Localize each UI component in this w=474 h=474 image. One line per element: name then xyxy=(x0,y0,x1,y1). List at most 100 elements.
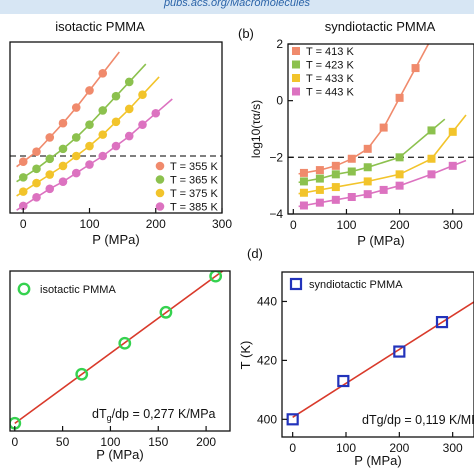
data-point xyxy=(45,133,55,142)
annotation-text: dTg/dp = 0,119 K/MPa xyxy=(362,413,474,427)
data-point xyxy=(331,170,340,179)
legend-marker xyxy=(292,60,300,69)
data-point xyxy=(138,90,147,100)
plot-frame-0 xyxy=(9,41,223,214)
x-tick-label: 300 xyxy=(212,217,232,231)
data-point xyxy=(379,185,388,194)
data-point xyxy=(331,195,340,204)
x-tick-label: 0 xyxy=(289,441,296,455)
data-point xyxy=(45,170,55,179)
data-point xyxy=(448,161,457,170)
journal-url: pubs.acs.org/Macromolecules xyxy=(163,0,311,9)
data-point xyxy=(58,177,68,186)
data-point xyxy=(395,153,404,162)
data-point xyxy=(159,305,173,319)
data-point xyxy=(32,164,41,174)
panel-label: (b) xyxy=(238,26,254,41)
y-axis-label: log10(τα/s) xyxy=(249,100,263,158)
data-point xyxy=(18,201,28,211)
y-tick-label: 2 xyxy=(276,37,283,51)
data-point xyxy=(411,64,420,73)
x-tick-label: 0 xyxy=(290,218,297,232)
data-point xyxy=(331,161,340,170)
x-tick-label: 200 xyxy=(196,435,216,449)
data-point xyxy=(58,144,68,154)
data-point xyxy=(98,151,108,161)
data-point xyxy=(363,163,372,172)
data-point xyxy=(347,193,356,201)
y-tick-label: 440 xyxy=(257,294,277,308)
legend-marker xyxy=(155,202,165,211)
x-tick-label: 150 xyxy=(148,435,168,449)
data-point xyxy=(379,123,388,132)
fit-line xyxy=(14,271,225,425)
data-point xyxy=(75,367,89,381)
data-point xyxy=(58,118,68,128)
data-point xyxy=(98,69,108,78)
x-axis-label: P (MPa) xyxy=(357,233,404,248)
legend-label: isotactic PMMA xyxy=(40,284,116,296)
data-point xyxy=(111,117,121,127)
data-point xyxy=(435,315,449,329)
plot-frame-1 xyxy=(287,43,474,215)
data-point xyxy=(363,190,372,199)
data-point xyxy=(299,177,308,186)
legend-label: T = 413 K xyxy=(306,46,354,58)
plot-frame-2 xyxy=(9,270,231,432)
data-point xyxy=(286,413,299,426)
x-axis-label: P (MPa) xyxy=(92,232,139,247)
data-point xyxy=(18,173,28,182)
series-line xyxy=(16,98,173,211)
data-point xyxy=(124,131,134,141)
data-point xyxy=(71,151,81,161)
legend-label: T = 365 K xyxy=(170,175,218,187)
data-point xyxy=(315,185,324,194)
data-point xyxy=(448,127,457,136)
fit-line xyxy=(292,301,474,418)
data-point xyxy=(124,104,134,114)
legend-marker xyxy=(289,277,303,291)
legend-label: T = 443 K xyxy=(306,87,354,99)
x-axis-label: P (MPa) xyxy=(96,447,143,462)
data-point xyxy=(315,166,324,175)
data-point xyxy=(45,154,55,164)
x-tick-label: 200 xyxy=(146,217,166,231)
data-point xyxy=(337,374,350,388)
legend-marker xyxy=(292,47,300,55)
chart-title: syndiotactic PMMA xyxy=(325,19,436,34)
x-tick-label: 100 xyxy=(79,217,99,231)
panel-label: (d) xyxy=(247,246,263,261)
data-point xyxy=(71,133,81,142)
data-point xyxy=(151,108,161,118)
data-point xyxy=(347,167,356,176)
data-point xyxy=(299,201,308,210)
data-point xyxy=(32,193,41,202)
x-tick-label: 300 xyxy=(443,441,463,455)
data-point xyxy=(395,181,404,190)
x-tick-label: 0 xyxy=(11,435,18,449)
y-tick-label: −2 xyxy=(269,150,283,164)
y-tick-label: 0 xyxy=(276,94,283,108)
data-point xyxy=(85,141,94,151)
annotation-text: dTg/dp = 0,277 K/MPa xyxy=(92,407,216,423)
data-point xyxy=(393,345,406,358)
data-point xyxy=(209,271,223,283)
x-tick-label: 50 xyxy=(56,435,70,449)
data-point xyxy=(427,126,436,135)
data-point xyxy=(111,91,121,101)
x-tick-label: 100 xyxy=(336,441,356,455)
y-tick-label: −4 xyxy=(269,207,283,221)
data-point xyxy=(71,103,81,112)
data-point xyxy=(363,177,372,186)
series-line xyxy=(298,44,430,175)
legend-label: T = 375 K xyxy=(170,188,218,200)
plot-frame-3 xyxy=(281,271,474,438)
data-point xyxy=(85,160,94,169)
x-tick-label: 0 xyxy=(20,217,27,231)
data-point xyxy=(138,120,147,129)
legend-label: syndiotactic PMMA xyxy=(309,279,403,291)
x-tick-label: 100 xyxy=(336,218,356,232)
data-point xyxy=(32,178,41,188)
plot-area-2 xyxy=(10,271,225,430)
data-point xyxy=(395,93,404,102)
